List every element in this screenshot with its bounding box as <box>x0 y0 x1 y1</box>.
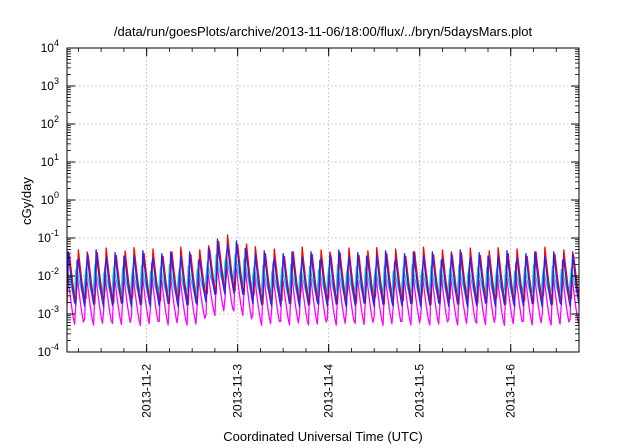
y-tick-label: 10-1 <box>38 228 59 245</box>
y-tick-label: 10-2 <box>38 266 59 283</box>
x-tick-label: 2013-11-5 <box>413 364 427 418</box>
y-tick-label: 101 <box>41 152 59 169</box>
y-tick-label: 100 <box>41 190 59 207</box>
x-tick-label: 2013-11-2 <box>140 364 154 418</box>
x-axis-label: Coordinated Universal Time (UTC) <box>223 429 422 444</box>
x-tick-label: 2013-11-4 <box>322 364 336 418</box>
tick-layer: 10-4 10-3 10-2 10-1 100 101 102 103 104 2013-11-2… <box>38 38 580 418</box>
series-line <box>66 238 580 308</box>
y-tick-label: 10-3 <box>38 304 59 321</box>
y-tick-label: 102 <box>41 114 59 131</box>
series-line <box>66 234 580 305</box>
y-tick-label: 104 <box>41 38 59 55</box>
series-layer <box>66 234 580 326</box>
chart-title: /data/run/goesPlots/archive/2013-11-06/1… <box>114 24 533 39</box>
y-tick-label: 103 <box>41 76 59 93</box>
y-axis-label: cGy/day <box>19 177 34 225</box>
x-tick-label: 2013-11-6 <box>504 364 518 418</box>
x-tick-label: 2013-11-3 <box>231 364 245 418</box>
y-tick-label: 10-4 <box>38 342 59 359</box>
